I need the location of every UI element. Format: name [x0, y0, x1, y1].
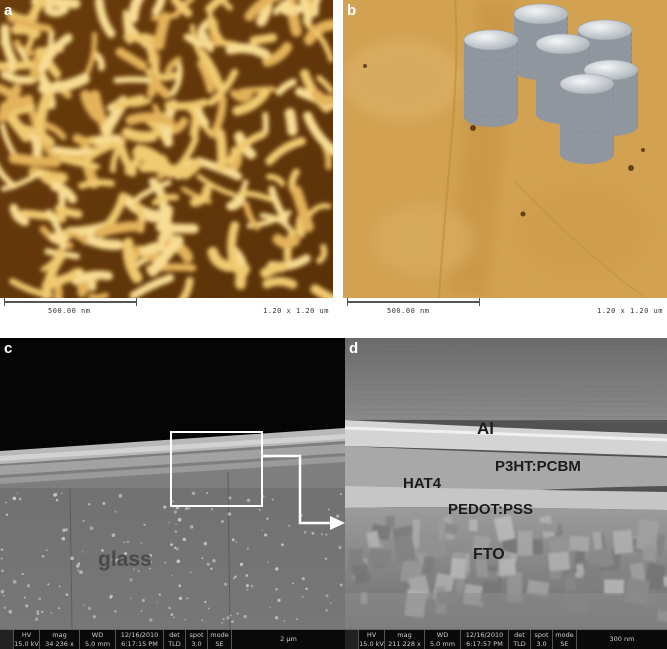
- panel-b: b: [343, 0, 667, 322]
- panel-d-meta-5: spot 3.0: [531, 630, 553, 649]
- panel-d-meta-4: det TLD: [509, 630, 531, 649]
- size-text-b: 1.20 x 1.20 um: [596, 307, 663, 315]
- columnar-stack-illustration: [463, 3, 639, 164]
- sem-footer-c: HV 15.0 kV mag 34 236 x WD 5.0 mm 12/16/2010 6:…: [0, 629, 345, 649]
- panel-c-meta-6: mode SE: [208, 630, 232, 649]
- afm-footer-b: 500.00 nm 1.20 x 1.20 um: [343, 298, 667, 322]
- panel-d: d Al P3HT:PCBM HAT4 PEDOT:PSS FTO HV: [345, 338, 667, 649]
- layer-label-fto: FTO: [473, 546, 505, 563]
- panel-label-c: c: [4, 340, 13, 357]
- panel-d-scale-bar: 300 nm: [609, 635, 635, 643]
- panel-c: c glass HV 15.0 kV mag 34 236 x WD 5.0 mm 12/1…: [0, 338, 345, 649]
- panel-c-meta-4: det TLD: [164, 630, 186, 649]
- panel-c-meta-2: WD 5.0 mm: [80, 630, 116, 649]
- panel-d-meta-2: WD 5.0 mm: [425, 630, 461, 649]
- sem-footer-d: HV 15.0 kV mag 211 228 x WD 5.0 mm 12/16/2010 6…: [345, 629, 667, 649]
- afm-footer-a: 500.00 nm 1.20 x 1.20 um: [0, 298, 333, 322]
- panel-d-meta-3: 12/16/2010 6:17:57 PM: [461, 630, 509, 649]
- panel-a: a 500.00 nm 1.20 x 1.20 um: [0, 0, 333, 322]
- sem-image-d: Al P3HT:PCBM HAT4 PEDOT:PSS FTO: [345, 338, 667, 629]
- scale-bar-b: [347, 298, 480, 306]
- arrow-icon: [330, 516, 345, 530]
- panel-c-meta-0: HV 15.0 kV: [14, 630, 40, 649]
- layer-label-p3ht-pcbm: P3HT:PCBM: [495, 458, 581, 475]
- panel-d-meta-1: mag 211 228 x: [385, 630, 425, 649]
- panel-label-b: b: [347, 2, 357, 19]
- scale-bar-a: [4, 298, 137, 306]
- panel-c-fei-logo-icon: [0, 630, 14, 649]
- scale-text-b: 500.00 nm: [387, 307, 430, 315]
- zoom-arrow-line: [262, 454, 336, 525]
- panel-d-meta-0: HV 15.0 kV: [359, 630, 385, 649]
- glass-label: glass: [98, 548, 152, 571]
- layer-label-al: Al: [477, 419, 494, 438]
- layer-label-hat4: HAT4: [403, 475, 442, 492]
- panel-d-meta-6: mode SE: [553, 630, 577, 649]
- panel-c-meta-1: mag 34 236 x: [40, 630, 80, 649]
- panel-d-fei-logo-icon: [345, 630, 359, 649]
- scale-text-a: 500.00 nm: [48, 307, 91, 315]
- afm-image-b: [343, 0, 667, 298]
- size-text-a: 1.20 x 1.20 um: [262, 307, 329, 315]
- panel-c-scale-bar: 2 μm: [280, 635, 297, 643]
- panel-c-meta-3: 12/16/2010 6:17:15 PM: [116, 630, 164, 649]
- panel-label-a: a: [4, 2, 13, 19]
- panel-label-d: d: [349, 340, 359, 357]
- sem-image-c: glass: [0, 338, 345, 629]
- panel-c-meta-5: spot 3.0: [186, 630, 208, 649]
- afm-domains: [0, 0, 333, 298]
- afm-image-a: [0, 0, 333, 298]
- zoom-region-box: [170, 431, 263, 507]
- layer-label-pedot-pss: PEDOT:PSS: [448, 501, 533, 518]
